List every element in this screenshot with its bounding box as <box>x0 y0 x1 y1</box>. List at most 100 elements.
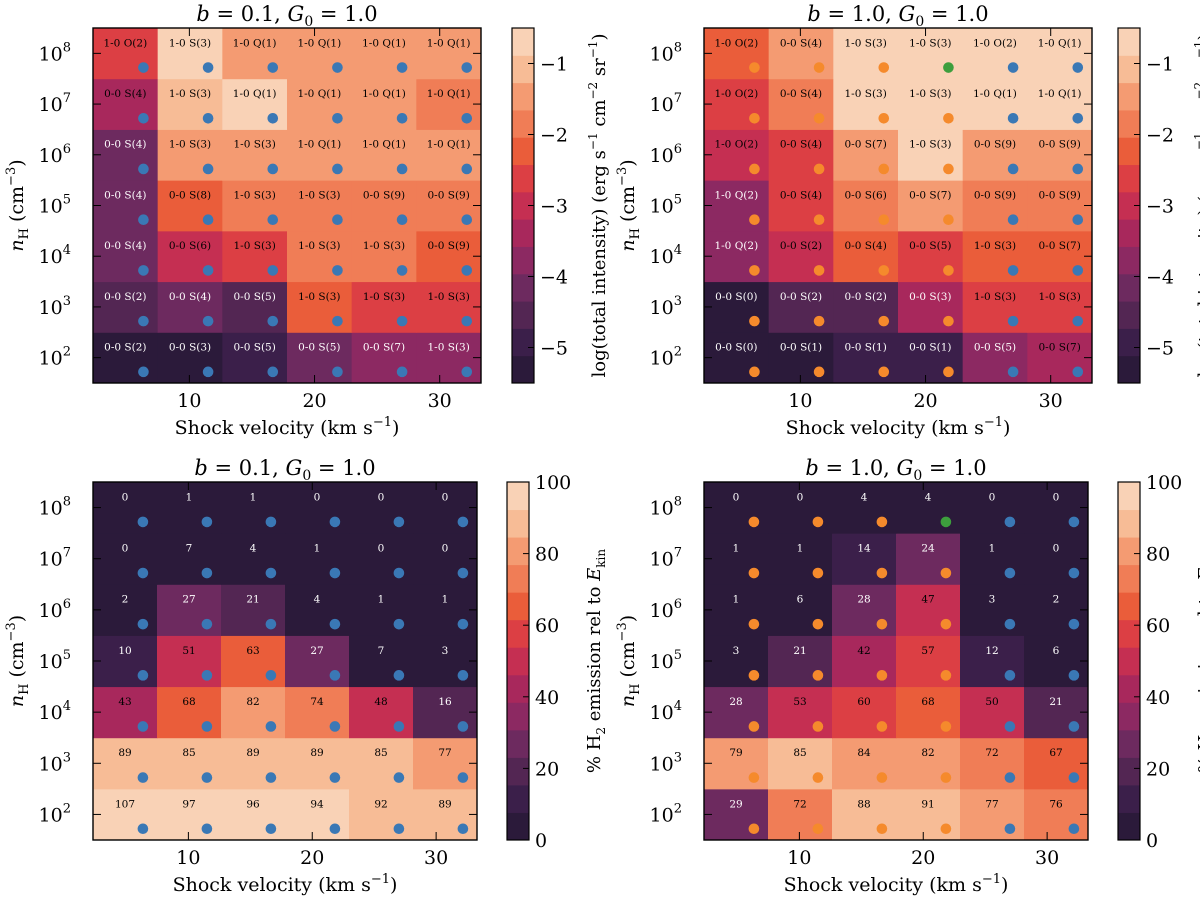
cell-label: 1-0 O(2) <box>714 37 758 49</box>
colorbar-tick-label: 80 <box>535 544 559 566</box>
heatmap-cell <box>413 686 478 739</box>
heatmap-cell <box>768 28 834 80</box>
y-tick-label: 102 <box>650 801 682 826</box>
shock-type-marker <box>457 823 469 835</box>
colorbar-segment <box>1118 702 1140 731</box>
heatmap-cell <box>832 737 897 790</box>
cell-label: 0-0 S(6) <box>845 189 887 201</box>
label-part: H <box>628 228 643 239</box>
y-tick-base: 10 <box>39 753 63 775</box>
y-tick-label: 108 <box>39 495 71 520</box>
cell-label: 1-0 S(3) <box>1039 291 1081 303</box>
y-tick-base: 10 <box>39 651 63 673</box>
cell-label: 7 <box>378 645 385 657</box>
colorbar-segment <box>1118 784 1140 813</box>
colorbar-label: % H2 emission rel to Ekin <box>584 549 608 774</box>
cell-label: 0 <box>378 543 385 555</box>
heatmap-cell <box>704 230 770 283</box>
label-part: ) <box>617 159 639 166</box>
heatmap-cell <box>960 533 1025 585</box>
shock-type-marker <box>137 772 149 783</box>
cell-label: 82 <box>246 696 259 708</box>
shock-type-marker <box>878 214 890 225</box>
label-part: G <box>288 2 305 26</box>
colorbar-segment <box>1118 757 1140 786</box>
cell-label: 97 <box>182 798 195 810</box>
heatmap-cell <box>704 482 769 534</box>
cell-label: 1-0 Q(1) <box>1038 37 1082 49</box>
cell-label: 1-0 Q(1) <box>427 37 471 49</box>
heatmap-cell <box>704 281 770 333</box>
cell-label: 1 <box>250 491 257 503</box>
chart-title: b = 0.1, G0 = 1.0 <box>196 2 377 30</box>
heatmap-cell <box>768 281 834 333</box>
cell-label: 1 <box>797 543 804 555</box>
heatmap-cell <box>93 129 159 181</box>
shock-type-marker <box>943 112 954 124</box>
x-tick-label: 20 <box>913 390 937 412</box>
colorbar-segment <box>507 564 529 593</box>
shock-type-marker <box>457 721 469 732</box>
label-part: = 0.1, <box>210 2 288 26</box>
heatmap-cell <box>157 129 223 181</box>
cell-label: 0-0 S(1) <box>909 342 951 354</box>
label-part: −1 <box>984 415 1003 430</box>
heatmap-cell <box>221 686 286 739</box>
heatmap-cell <box>962 332 1028 384</box>
shock-type-marker <box>1007 62 1019 73</box>
y-tick-label: 103 <box>650 750 682 775</box>
heatmap-cell <box>287 332 353 384</box>
shock-type-marker <box>201 618 213 630</box>
heatmap-cell <box>287 129 353 181</box>
label-part: log(total intensity) (erg s <box>589 150 610 377</box>
y-tick-base: 10 <box>39 43 63 65</box>
colorbar-tick-label: 40 <box>1146 687 1170 709</box>
cell-label: 1-0 Q(1) <box>362 37 406 49</box>
colorbar-segment <box>512 246 534 275</box>
heatmap-cell <box>287 78 353 130</box>
heatmap-cell <box>832 788 897 841</box>
shock-type-marker <box>201 516 213 528</box>
heatmap-cell <box>960 635 1025 688</box>
label-part: = 1.0 <box>924 2 988 26</box>
heatmap-cell <box>157 788 222 841</box>
shock-type-marker <box>137 823 149 835</box>
y-tick-label: 104 <box>650 243 682 268</box>
colorbar-segment <box>1118 592 1140 621</box>
colorbar-label: % H2 emission rel to Ekin <box>1195 549 1200 774</box>
heatmap-cell <box>351 180 417 232</box>
heatmap-cell <box>768 78 834 130</box>
y-tick-label: 106 <box>39 597 71 622</box>
colorbar-segment <box>1118 564 1140 593</box>
y-tick-exponent: 2 <box>63 801 71 816</box>
cell-label: 1-0 Q(1) <box>297 139 341 151</box>
heatmap-cell <box>221 533 286 585</box>
colorbar-segment <box>1118 164 1140 193</box>
shock-type-marker <box>393 721 405 732</box>
shock-type-marker <box>461 112 473 124</box>
heatmap-cell <box>704 332 770 384</box>
cell-label: 0-0 S(4) <box>780 139 822 151</box>
cell-label: 72 <box>985 747 998 759</box>
heatmap-cell <box>349 533 414 585</box>
heatmap-cell <box>1027 281 1093 333</box>
shock-type-marker <box>876 516 888 528</box>
y-tick-label: 104 <box>650 699 682 724</box>
heatmap-cell <box>898 180 964 232</box>
label-part: n <box>6 695 28 707</box>
shock-type-marker <box>265 772 277 783</box>
heatmap-cell <box>157 584 222 636</box>
y-axis-label: nH (cm−3) <box>615 615 643 707</box>
y-axis-label: nH (cm−3) <box>4 615 32 707</box>
cell-label: 0 <box>314 491 321 503</box>
heatmap-cell <box>157 533 222 585</box>
label-part: −1 <box>586 41 600 59</box>
heatmap-cell <box>413 584 478 636</box>
cell-label: 28 <box>857 594 870 606</box>
shock-type-marker <box>461 315 473 327</box>
cell-label: 1-0 Q(2) <box>714 240 758 252</box>
colorbar-segment <box>1118 82 1140 111</box>
colorbar-segment <box>1118 537 1140 566</box>
shock-type-marker <box>940 823 952 835</box>
shock-type-marker <box>396 315 408 327</box>
